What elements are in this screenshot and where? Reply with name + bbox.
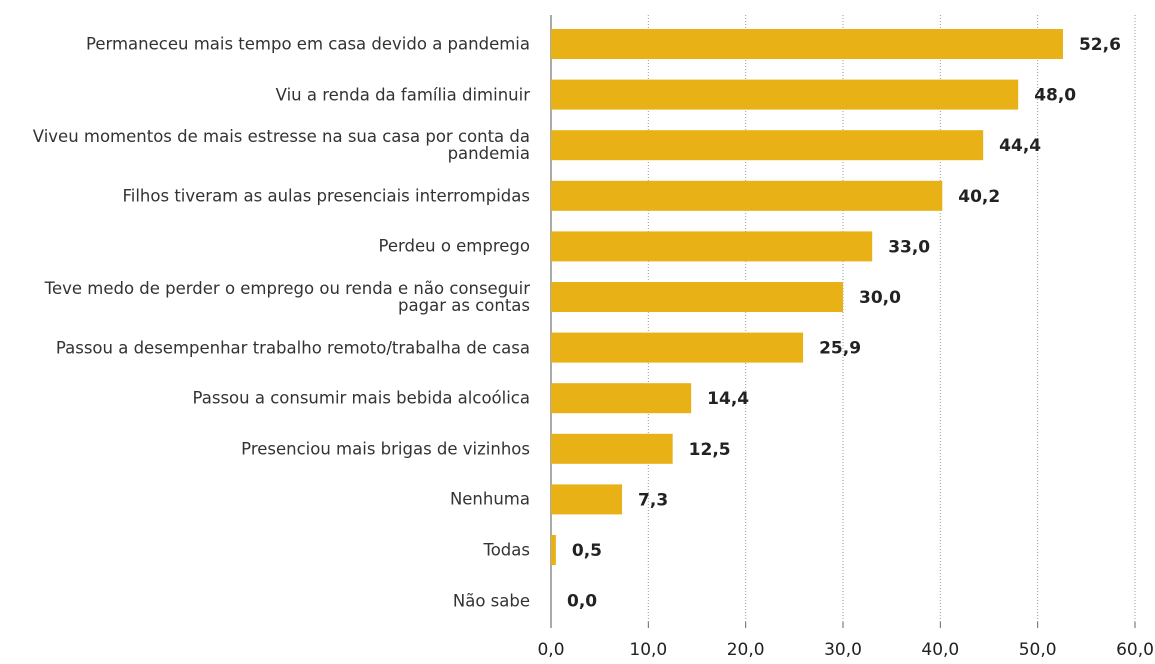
category-label: Nenhuma — [449, 489, 530, 509]
value-label: 52,6 — [1079, 35, 1121, 55]
value-label: 0,5 — [572, 541, 602, 561]
category-label: Não sabe — [452, 591, 530, 611]
bar — [551, 383, 692, 414]
bar — [551, 180, 943, 211]
category-label: Todas — [483, 540, 530, 560]
category-label: Permaneceu mais tempo em casa devido a p… — [85, 34, 530, 54]
bar — [551, 29, 1063, 59]
x-tick-label: 10,0 — [629, 640, 667, 660]
bar — [551, 535, 556, 565]
x-tick-label: 40,0 — [921, 640, 959, 660]
value-label: 44,4 — [999, 136, 1041, 156]
x-tick-label: 0,0 — [537, 640, 564, 660]
bar — [551, 79, 1019, 110]
category-label: Viu a renda da família diminuir — [275, 85, 530, 105]
category-label: Passou a consumir mais bebida alcoólica — [192, 388, 530, 408]
value-label: 7,3 — [638, 490, 668, 510]
value-label: 25,9 — [819, 339, 861, 359]
bar — [551, 282, 843, 312]
value-label: 30,0 — [859, 288, 901, 308]
bar — [551, 484, 623, 515]
x-tick-label: 60,0 — [1116, 640, 1154, 660]
x-tick-label: 20,0 — [727, 640, 765, 660]
category-label: Perdeu o emprego — [378, 236, 530, 256]
x-tick-label: 30,0 — [824, 640, 862, 660]
category-label: Filhos tiveram as aulas presenciais inte… — [122, 186, 530, 206]
x-tick-label: 50,0 — [1019, 640, 1057, 660]
bar — [551, 433, 673, 464]
category-label: Passou a desempenhar trabalho remoto/tra… — [55, 338, 530, 358]
category-label: Presenciou mais brigas de vizinhos — [241, 439, 530, 459]
bar — [551, 231, 873, 262]
value-label: 33,0 — [888, 237, 930, 257]
value-label: 12,5 — [689, 440, 731, 460]
value-label: 14,4 — [707, 389, 749, 409]
category-label: Teve medo de perder o emprego ou renda e… — [44, 279, 530, 315]
value-label: 48,0 — [1034, 86, 1076, 106]
category-label: Viveu momentos de mais estresse na sua c… — [32, 127, 530, 164]
bar — [551, 332, 804, 363]
bar — [551, 130, 984, 161]
value-label: 40,2 — [958, 187, 1000, 207]
value-label: 0,0 — [567, 592, 597, 612]
